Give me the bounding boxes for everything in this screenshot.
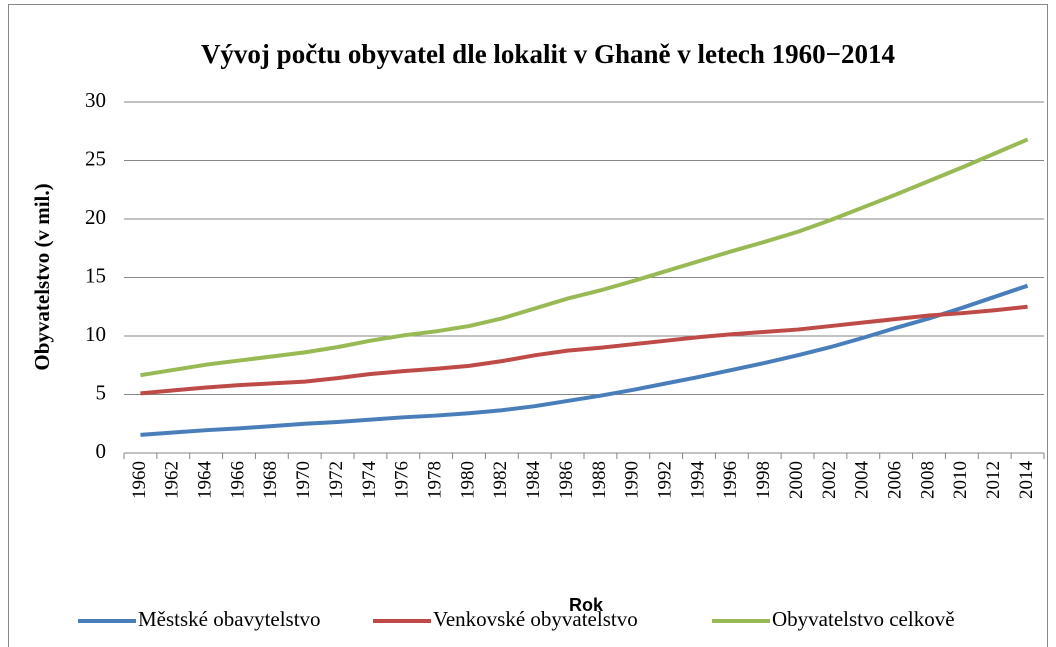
x-tick-label: 1972 bbox=[326, 461, 347, 499]
x-tick-label: 1974 bbox=[359, 461, 380, 500]
y-tick-label: 15 bbox=[85, 263, 106, 287]
x-tick-label: 1986 bbox=[556, 461, 577, 499]
legend-label: Obyvatelstvo celkově bbox=[772, 607, 955, 631]
x-tick-label: 2000 bbox=[786, 461, 807, 499]
x-tick-label: 1962 bbox=[162, 461, 183, 499]
x-tick-label: 1998 bbox=[753, 461, 774, 499]
x-tick-label: 1960 bbox=[129, 461, 150, 499]
series-line bbox=[140, 137, 1029, 378]
x-tick-label: 1964 bbox=[195, 461, 216, 500]
x-tick-label: 2006 bbox=[885, 461, 906, 499]
y-tick-label: 25 bbox=[85, 146, 106, 170]
x-tick-label: 2002 bbox=[819, 461, 840, 499]
x-tick-label: 2004 bbox=[852, 461, 873, 500]
x-tick-label: 1980 bbox=[457, 461, 478, 499]
x-tick-label: 1976 bbox=[392, 461, 413, 499]
x-tick-label: 1984 bbox=[523, 461, 544, 500]
y-tick-label: 5 bbox=[96, 380, 107, 404]
x-tick-label: 2008 bbox=[917, 461, 938, 499]
x-tick-label: 1996 bbox=[720, 461, 741, 499]
x-axis-title: Rok bbox=[569, 595, 604, 615]
chart-border bbox=[8, 4, 1048, 647]
y-tick-label: 10 bbox=[85, 322, 106, 346]
x-tick-label: 1982 bbox=[490, 461, 511, 499]
x-tick-label: 2014 bbox=[1016, 461, 1037, 500]
chart-title: Vývoj počtu obyvatel dle lokalit v Ghaně… bbox=[201, 39, 895, 69]
x-tick-label: 1992 bbox=[655, 461, 676, 499]
x-tick-label: 1988 bbox=[589, 461, 610, 499]
x-tick-label: 1990 bbox=[622, 461, 643, 499]
x-tick-label: 2012 bbox=[983, 461, 1004, 499]
x-tick-label: 2010 bbox=[950, 461, 971, 499]
x-tick-label: 1970 bbox=[293, 461, 314, 499]
legend-label: Venkovské obyvatelstvo bbox=[433, 607, 638, 631]
legend-label: Městské obavytelstvo bbox=[138, 607, 321, 631]
series-line bbox=[140, 283, 1029, 437]
x-tick-label: 1966 bbox=[227, 461, 248, 499]
series-line bbox=[140, 304, 1028, 396]
x-tick-label: 1994 bbox=[687, 461, 708, 500]
x-tick-label: 1978 bbox=[425, 461, 446, 499]
y-tick-label: 30 bbox=[85, 88, 106, 112]
y-tick-label: 0 bbox=[96, 439, 107, 463]
y-axis-title: Obyvatelstvo (v mil.) bbox=[30, 183, 54, 370]
x-tick-label: 1968 bbox=[260, 461, 281, 499]
y-tick-label: 20 bbox=[85, 205, 106, 229]
